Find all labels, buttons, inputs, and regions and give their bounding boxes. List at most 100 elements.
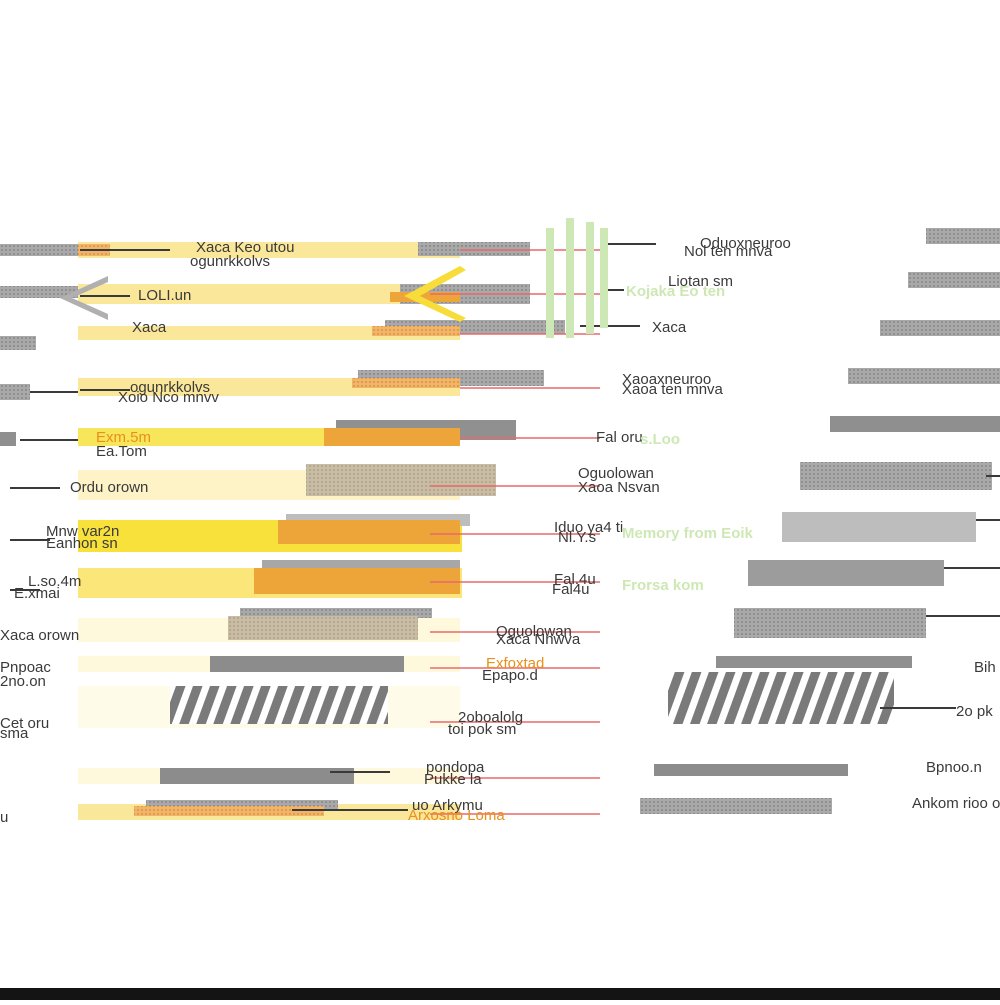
orange-segment xyxy=(352,378,460,388)
label-green-4: Frorsa kom xyxy=(622,577,704,594)
far-left-stubs xyxy=(0,244,78,446)
red-leader-lines xyxy=(430,249,600,815)
label-mid-9: Xaoa Nsvan xyxy=(578,479,660,496)
label-left-3: ogunrkkolvs xyxy=(130,379,210,396)
label-left-16: sma xyxy=(0,725,29,742)
yellow-band xyxy=(78,242,460,258)
label-left-4: Xoio Nco mnvv xyxy=(118,389,219,406)
gray-segment xyxy=(418,242,530,256)
label-green-1: Kojaka Eo ten xyxy=(626,283,725,300)
orange-segment xyxy=(324,428,460,446)
right-bar xyxy=(782,512,976,542)
label-green-2: s.Loo xyxy=(640,431,680,448)
leader-lines xyxy=(10,243,656,811)
orange-segment xyxy=(390,292,460,302)
orange-segment xyxy=(254,568,460,594)
label-right-3: Bpnoo.n xyxy=(926,759,982,776)
right-bar xyxy=(800,462,992,490)
label-mid-16: Exfoxtad xyxy=(486,655,544,672)
label-mid-20: pondopa xyxy=(426,759,485,776)
label-mid-12: Fal.4u xyxy=(554,571,596,588)
label-top-left-b: ogunrkkolvs xyxy=(190,253,270,270)
gray-segment xyxy=(262,560,460,568)
gray-stub xyxy=(0,384,30,400)
yellow-band xyxy=(78,284,460,304)
label-mid-15: Xaca Nnwva xyxy=(496,631,581,648)
green-bar xyxy=(566,218,574,338)
label-left-11: E.xmai xyxy=(14,585,60,602)
striped-segment xyxy=(170,686,388,724)
label-left-6: Ea.Tom xyxy=(96,443,147,460)
right-bar xyxy=(848,368,1000,384)
label-mid-18: 2oboalolg xyxy=(458,709,523,726)
green-bar xyxy=(586,222,594,334)
orange-segment xyxy=(278,520,460,544)
label-mid-11: Nl.Y.s xyxy=(558,529,596,546)
left-segments xyxy=(78,242,565,816)
label-left-9: Eanhon sn xyxy=(46,535,118,552)
right-bar xyxy=(926,228,1000,244)
chevron-shape xyxy=(60,276,108,320)
orange-segment xyxy=(372,326,460,336)
gray-segment xyxy=(160,768,354,784)
gray-segment xyxy=(240,608,432,618)
label-left-17: u xyxy=(0,809,8,826)
label-mid-13: Fal4u xyxy=(552,581,590,598)
gray-stub xyxy=(0,286,78,298)
right-bar xyxy=(830,416,1000,432)
label-top-left-a: Xaca Keo utou xyxy=(196,239,294,256)
label-right-1: Bih xyxy=(974,659,996,676)
label-left-12: Xaca orown xyxy=(0,627,79,644)
label-mid-14: Oguolowan xyxy=(496,623,572,640)
right-gray-bars xyxy=(640,228,1000,814)
right-bar xyxy=(716,656,912,668)
label-mid-1: Oduoxneuroo xyxy=(700,235,791,252)
label-mid-6: Xaoa ten mnva xyxy=(622,381,724,398)
right-bar xyxy=(908,272,1000,288)
yellow-band xyxy=(78,326,460,340)
green-marks xyxy=(546,218,608,338)
label-left-10: L.so.4m xyxy=(28,573,81,590)
label-left-1: LOLI.un xyxy=(138,287,191,304)
bottom-divider xyxy=(0,988,1000,1000)
right-bar xyxy=(640,798,832,814)
right-leader-lines xyxy=(880,475,1000,709)
gray-stub xyxy=(0,432,16,446)
label-mid-7: Fal oru xyxy=(596,429,643,446)
label-left-7: Ordu orown xyxy=(70,479,148,496)
label-left-15: Cet oru xyxy=(0,715,49,732)
striped-segment xyxy=(668,672,894,724)
gray-stub xyxy=(0,336,36,350)
label-left-13: Pnpoac xyxy=(0,659,51,676)
right-bar xyxy=(734,608,926,638)
orange-segment xyxy=(134,806,324,816)
right-bar xyxy=(880,320,1000,336)
label-mid-17: Epapo.d xyxy=(482,667,538,684)
right-bar xyxy=(748,560,944,586)
label-left-14: 2no.on xyxy=(0,673,46,690)
tan-segment xyxy=(228,616,418,640)
gray-segment xyxy=(146,800,338,810)
label-mid-3: Liotan sm xyxy=(668,273,733,290)
label-mid-23: Arxosno Loma xyxy=(408,807,505,824)
label-mid-8: Oguolowan xyxy=(578,465,654,482)
chevron-shape xyxy=(404,266,466,322)
label-mid-2: Nol ten mnva xyxy=(684,243,773,260)
tan-segment xyxy=(306,464,496,496)
chevron-marks xyxy=(60,266,466,322)
gray-segment xyxy=(210,656,404,672)
green-bar xyxy=(546,228,554,338)
green-bar xyxy=(600,228,608,328)
label-mid-21: Pukke la xyxy=(424,771,482,788)
label-green-3: Memory from Eoik xyxy=(622,525,754,542)
label-right-4: Ankom rioo oc xyxy=(912,795,1000,812)
label-left-2: Xaca xyxy=(132,319,167,336)
label-right-2: 2o pk xyxy=(956,703,993,720)
right-bar xyxy=(654,764,848,776)
label-left-8: Mnw var2n xyxy=(46,523,119,540)
label-mid-10: Iduo ya4 ti xyxy=(554,519,623,536)
gray-stub xyxy=(0,244,78,256)
label-left-5: Exm.5m xyxy=(96,429,151,446)
